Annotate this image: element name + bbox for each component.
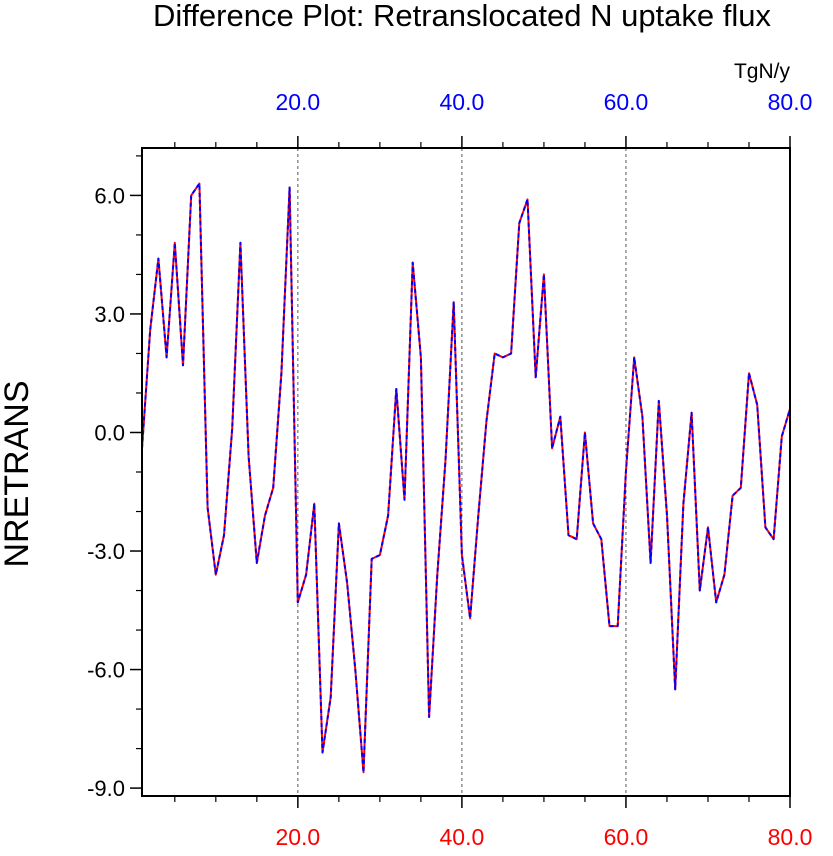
x-tick-label-bottom: 80.0 <box>768 824 813 850</box>
x-tick-label-top: 20.0 <box>275 89 320 115</box>
y-tick-label: -6.0 <box>87 658 125 683</box>
y-tick-label: 6.0 <box>94 183 125 208</box>
gridlines <box>297 148 627 796</box>
y-tick-label: -9.0 <box>87 776 125 801</box>
series-line-blue <box>141 182 791 774</box>
units-label: TgN/y <box>734 60 791 83</box>
chart-title: Difference Plot: Retranslocated N uptake… <box>153 0 772 33</box>
x-tick-label-bottom: 60.0 <box>604 824 649 850</box>
x-tick-labels-top: 20.0 40.0 60.0 80.0 <box>275 89 812 115</box>
y-tick-labels: 6.0 3.0 0.0 -3.0 -6.0 -9.0 <box>87 183 125 801</box>
x-tick-label-top: 40.0 <box>440 89 485 115</box>
y-tick-label: 3.0 <box>94 302 125 327</box>
series-lines <box>141 182 791 774</box>
x-tick-label-bottom: 40.0 <box>440 824 485 850</box>
x-tick-label-top: 80.0 <box>768 89 813 115</box>
plot-frame <box>141 147 791 797</box>
y-tick-label: 0.0 <box>94 420 125 445</box>
x-tick-label-top: 60.0 <box>604 89 649 115</box>
major-ticks <box>130 136 791 808</box>
x-tick-labels-bottom: 20.0 40.0 60.0 80.0 <box>275 824 812 850</box>
x-tick-label-bottom: 20.0 <box>275 824 320 850</box>
y-tick-label: -3.0 <box>87 539 125 564</box>
y-axis-label: NRETRANS <box>0 380 36 567</box>
